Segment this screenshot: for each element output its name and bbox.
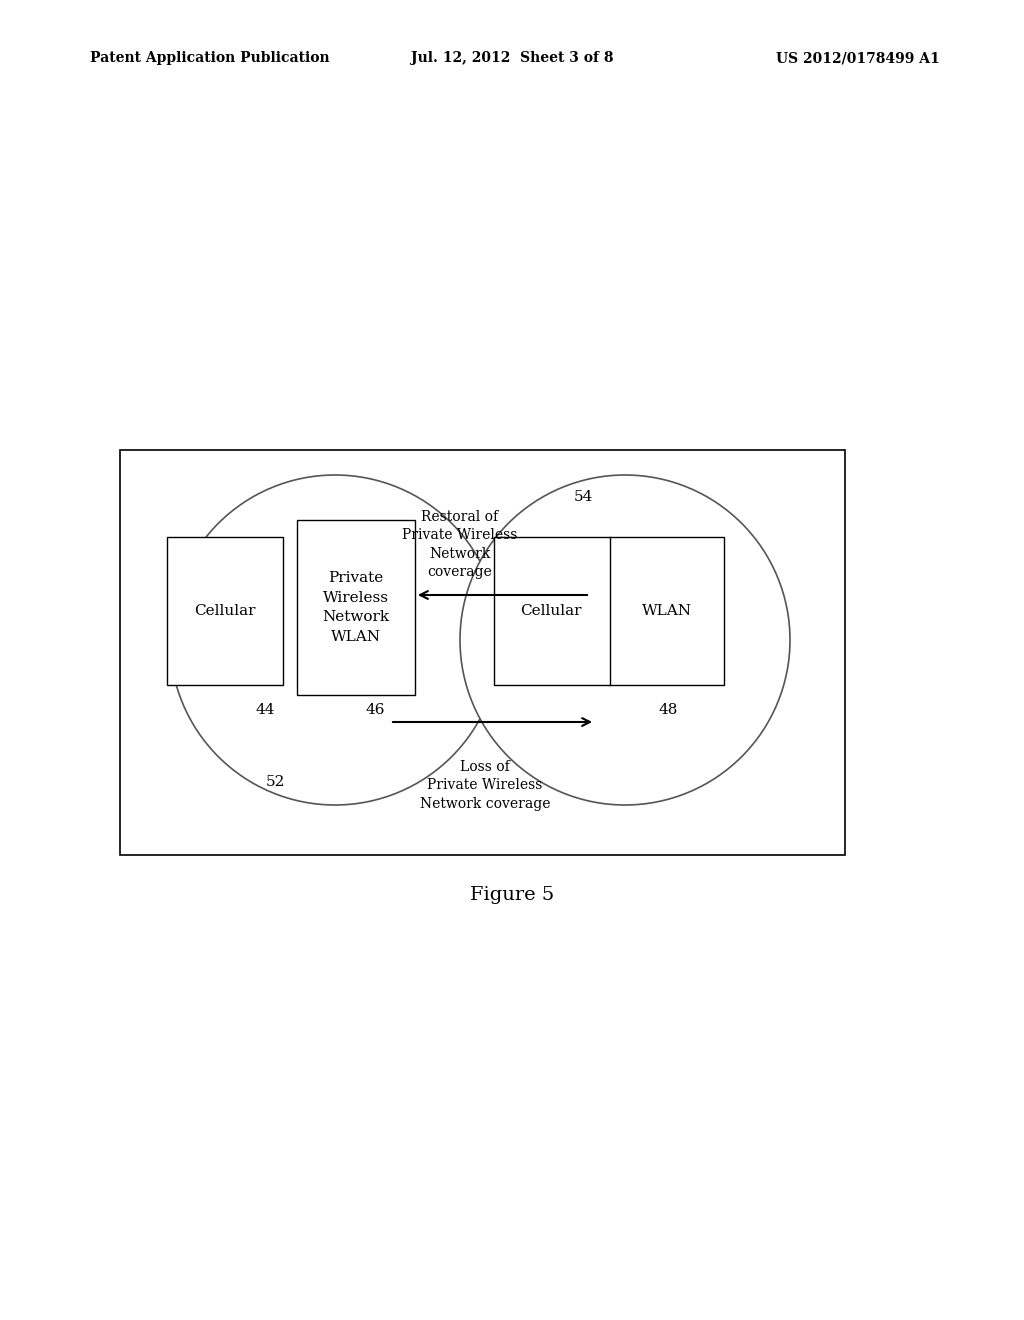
Bar [167, 537, 283, 685]
Text: WLAN: WLAN [642, 605, 692, 618]
Ellipse shape [460, 475, 790, 805]
Text: 46: 46 [366, 704, 385, 717]
Text: US 2012/0178499 A1: US 2012/0178499 A1 [776, 51, 940, 65]
Text: 52: 52 [265, 775, 285, 789]
Text: Patent Application Publication: Patent Application Publication [90, 51, 330, 65]
Text: Cellular: Cellular [520, 605, 582, 618]
Text: Private
Wireless
Network
WLAN: Private Wireless Network WLAN [323, 572, 389, 644]
Bar [297, 520, 415, 696]
Text: Restoral of
Private Wireless
Network
coverage: Restoral of Private Wireless Network cov… [402, 510, 518, 579]
Text: Loss of
Private Wireless
Network coverage: Loss of Private Wireless Network coverag… [420, 760, 550, 810]
Bar [494, 537, 724, 685]
Text: Figure 5: Figure 5 [470, 886, 554, 904]
Text: 44: 44 [255, 704, 274, 717]
Text: 54: 54 [573, 490, 593, 504]
Bar [120, 450, 845, 855]
Ellipse shape [170, 475, 500, 805]
Text: 48: 48 [658, 704, 678, 717]
Text: Jul. 12, 2012  Sheet 3 of 8: Jul. 12, 2012 Sheet 3 of 8 [411, 51, 613, 65]
Text: Cellular: Cellular [195, 605, 256, 618]
